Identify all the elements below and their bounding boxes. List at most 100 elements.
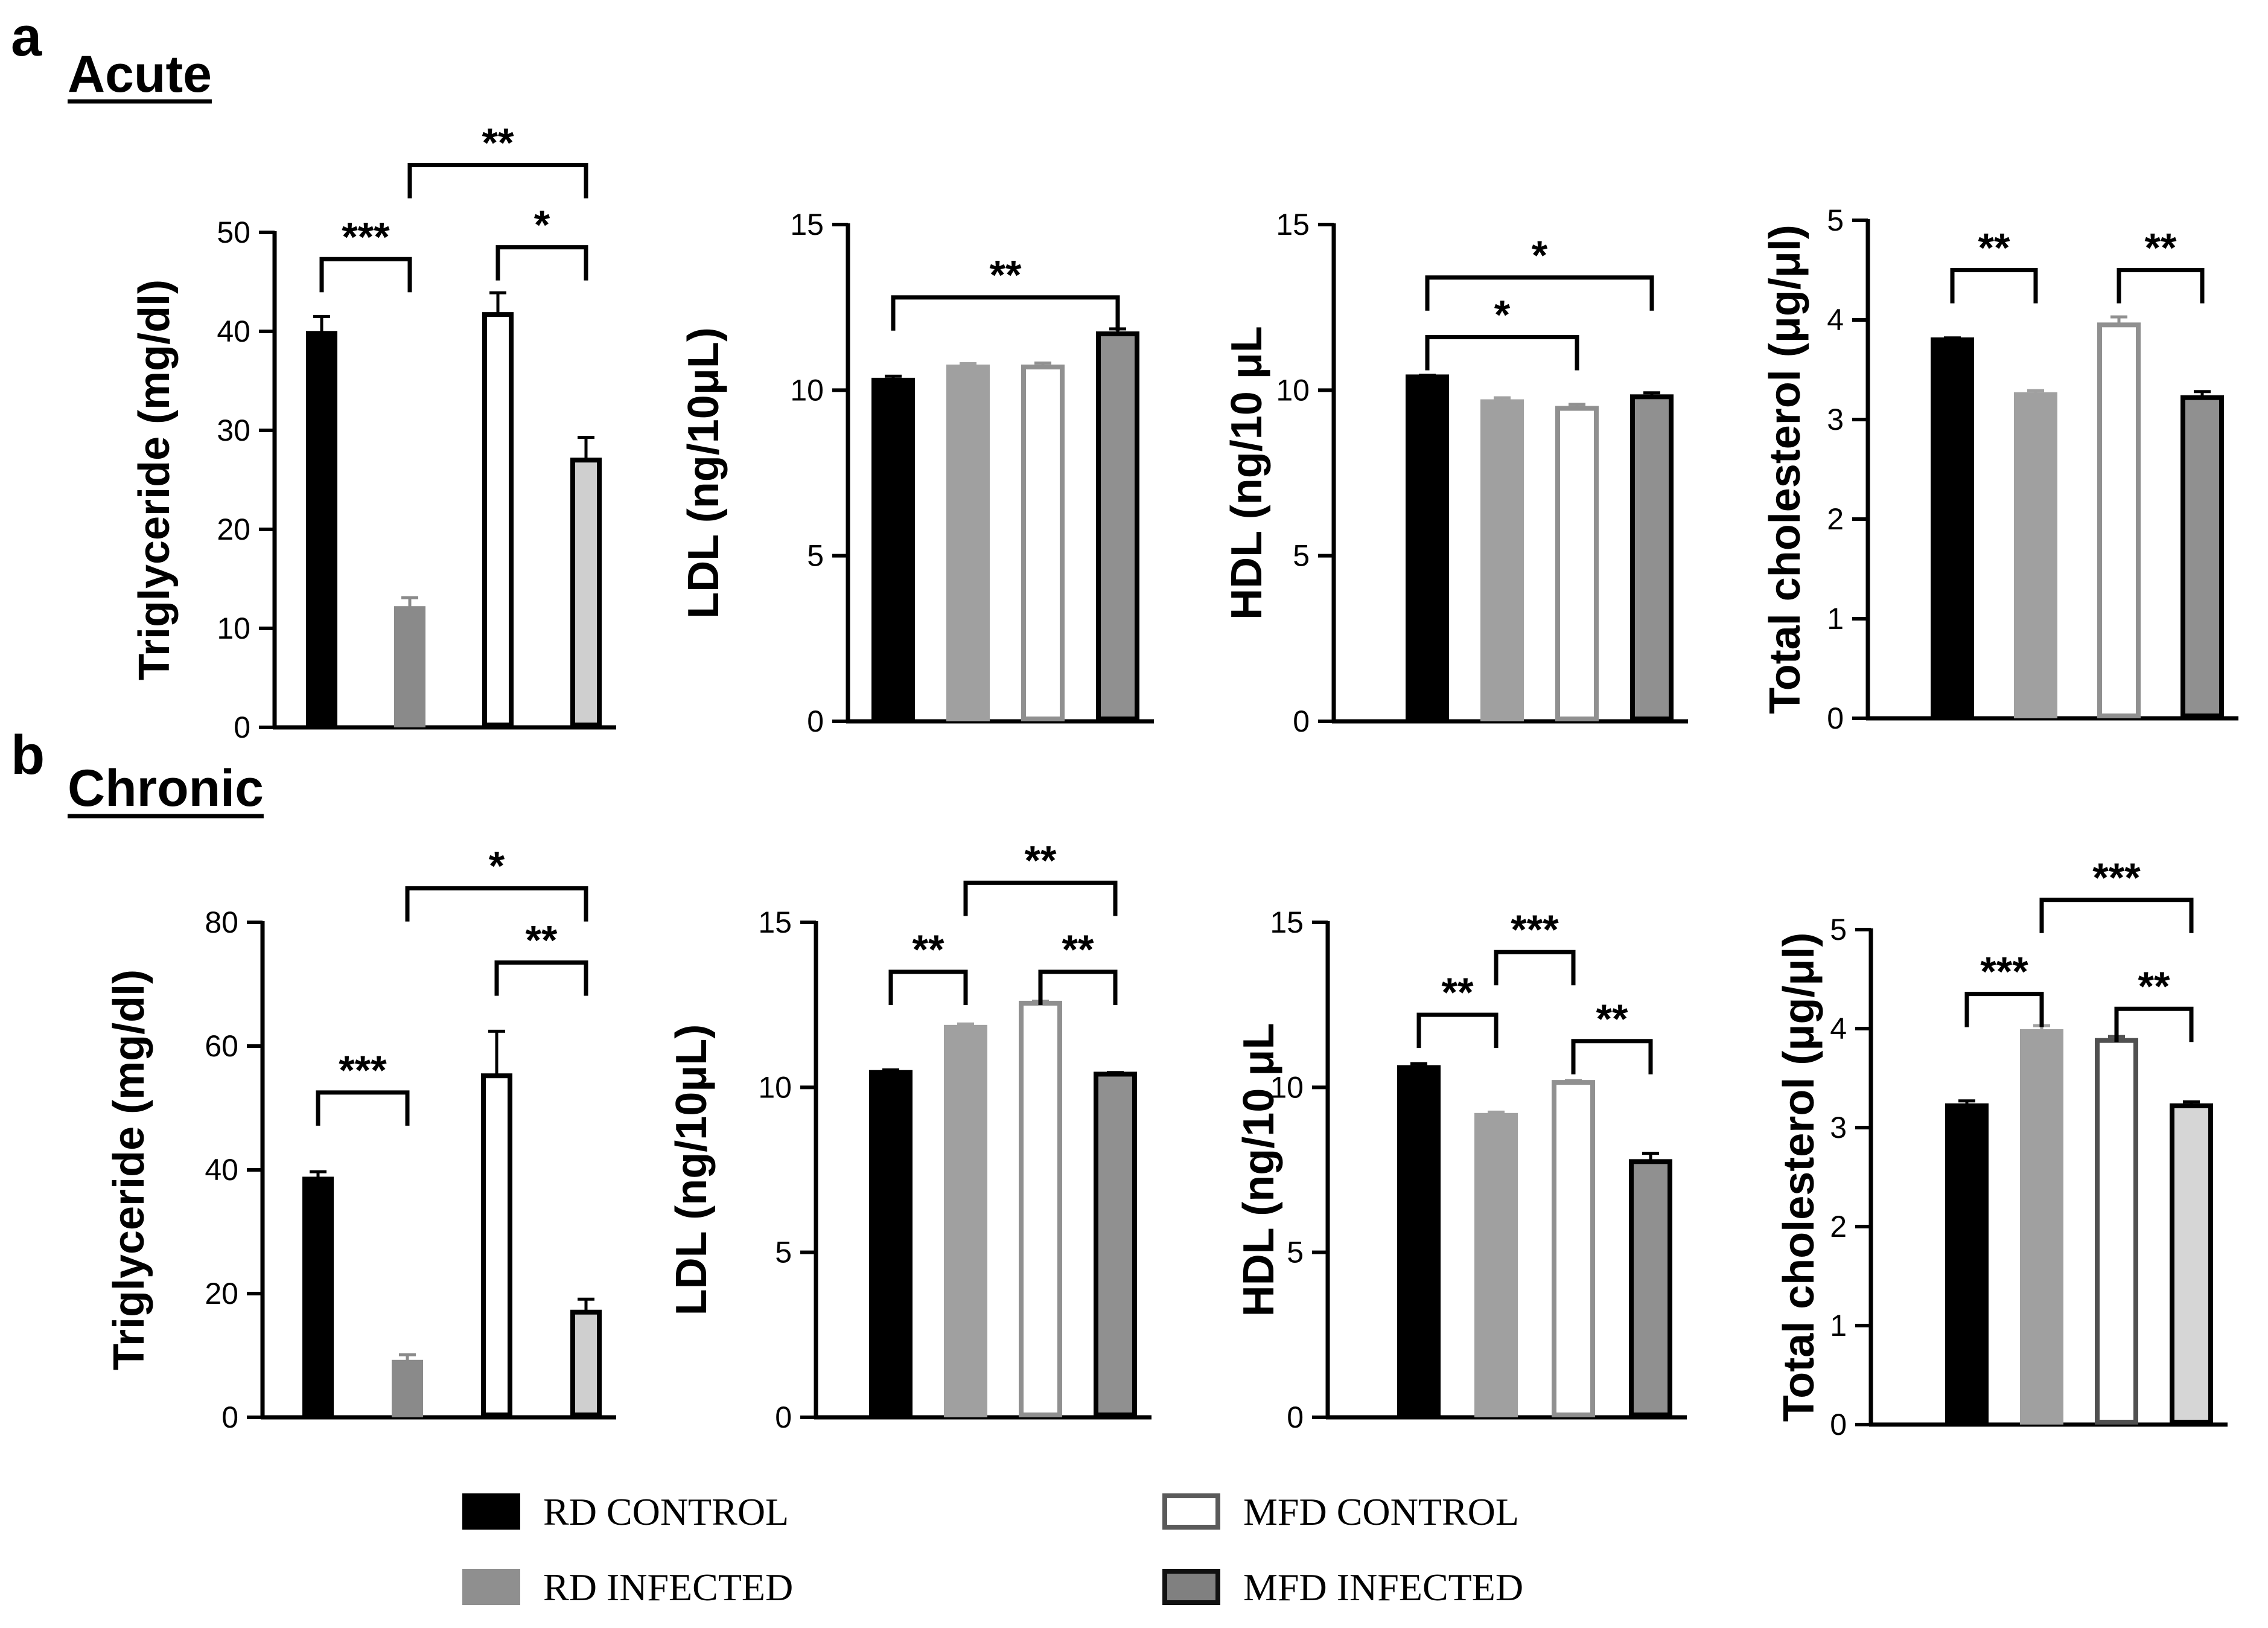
legend-item: MFD CONTROL bbox=[1162, 1490, 1519, 1533]
legend-item: RD CONTROL bbox=[462, 1490, 789, 1533]
bar bbox=[570, 458, 602, 727]
bar bbox=[570, 1309, 602, 1417]
y-axis-label: LDL (ng/10μL) bbox=[667, 1024, 716, 1316]
y-axis-label: HDL (ng/10 μL bbox=[1223, 326, 1271, 620]
y-tick-label: 10 bbox=[790, 373, 824, 407]
y-tick-label: 5 bbox=[807, 539, 824, 573]
bar bbox=[482, 312, 514, 727]
bar bbox=[302, 1176, 334, 1417]
y-tick-label: 40 bbox=[217, 314, 250, 348]
significance-label: ** bbox=[2145, 225, 2177, 271]
y-tick-label: 0 bbox=[221, 1400, 238, 1434]
significance-bracket bbox=[1416, 1012, 1499, 1049]
bar bbox=[1945, 1103, 1989, 1425]
significance-bracket bbox=[1964, 992, 2044, 1027]
y-tick-label: 0 bbox=[1293, 704, 1310, 738]
y-axis-label: LDL (ng/10μL) bbox=[680, 327, 728, 619]
significance-label: *** bbox=[339, 1047, 387, 1093]
y-tick-label: 20 bbox=[205, 1277, 238, 1310]
bar bbox=[1021, 364, 1065, 721]
significance-bracket bbox=[405, 886, 588, 922]
y-tick-label: 3 bbox=[1830, 1111, 1847, 1144]
y-tick-label: 40 bbox=[205, 1153, 238, 1187]
significance-label: *** bbox=[2092, 855, 2141, 901]
y-tick-label: 5 bbox=[1827, 203, 1844, 237]
y-tick-label: 5 bbox=[775, 1236, 792, 1269]
significance-bracket bbox=[2039, 898, 2194, 933]
chart-4: 0 1 2 3 4 5 Total cholesterol (μg/μl) ** ** bbox=[1761, 203, 2238, 735]
legend-swatch bbox=[462, 1493, 520, 1530]
significance-label: ** bbox=[1062, 927, 1094, 972]
y-tick-label: 0 bbox=[234, 710, 250, 744]
significance-label: * bbox=[1494, 292, 1511, 338]
panel-b-header: b Chronic bbox=[11, 724, 264, 819]
bar bbox=[394, 606, 425, 728]
panel-title-acute: Acute bbox=[68, 45, 212, 103]
y-tick-label: 20 bbox=[217, 512, 250, 546]
bar bbox=[1629, 1159, 1672, 1418]
y-tick-label: 30 bbox=[217, 413, 250, 447]
significance-label: ** bbox=[2138, 963, 2170, 1009]
bar bbox=[1630, 394, 1674, 721]
y-axis-label: Total cholesterol (μg/μl) bbox=[1775, 933, 1823, 1422]
y-axis-label: Triglyceride (mg/dl) bbox=[105, 969, 153, 1370]
y-tick-label: 15 bbox=[1276, 208, 1310, 241]
legend: RD CONTROL MFD CONTROL RD INFECTED MFD INFE… bbox=[462, 1490, 1523, 1609]
significance-label: ** bbox=[526, 918, 558, 963]
y-axis-label: Total cholesterol (μg/μl) bbox=[1761, 225, 1809, 714]
y-tick-label: 60 bbox=[205, 1029, 238, 1063]
y-tick-label: 5 bbox=[1830, 913, 1847, 946]
significance-bracket bbox=[407, 162, 588, 199]
bar bbox=[2014, 392, 2057, 718]
significance-label: ** bbox=[913, 927, 944, 972]
significance-label: ** bbox=[482, 120, 514, 165]
significance-bracket bbox=[891, 295, 1120, 331]
bar bbox=[1931, 337, 1974, 718]
bar bbox=[1406, 374, 1449, 721]
bar bbox=[1094, 1071, 1137, 1417]
chart-2: 0 5 10 15 LDL (ng/10μL) ** bbox=[680, 208, 1154, 738]
bar bbox=[1397, 1065, 1441, 1417]
significance-label: * bbox=[489, 843, 505, 889]
y-tick-label: 50 bbox=[217, 215, 250, 249]
significance-bracket bbox=[1494, 950, 1576, 986]
y-tick-label: 10 bbox=[758, 1070, 792, 1104]
bar bbox=[2170, 1103, 2213, 1425]
significance-bracket bbox=[494, 960, 588, 996]
legend-label: MFD INFECTED bbox=[1243, 1566, 1523, 1609]
bar bbox=[2020, 1029, 2063, 1425]
significance-label: ** bbox=[1025, 837, 1057, 883]
y-tick-label: 2 bbox=[1827, 502, 1844, 536]
y-tick-label: 3 bbox=[1827, 403, 1844, 436]
bar bbox=[1552, 1080, 1595, 1417]
y-tick-label: 10 bbox=[1270, 1070, 1304, 1104]
significance-label: *** bbox=[1980, 949, 2028, 995]
significance-bracket bbox=[888, 969, 968, 1005]
y-tick-label: 1 bbox=[1830, 1309, 1847, 1342]
y-tick-label: 4 bbox=[1827, 303, 1844, 337]
significance-bracket bbox=[1950, 268, 2038, 304]
panel-title-chronic: Chronic bbox=[68, 759, 264, 817]
significance-bracket bbox=[2117, 268, 2205, 304]
panel-letter-b: b bbox=[11, 724, 45, 786]
bar bbox=[2097, 322, 2141, 718]
chart-3: 0 5 10 15 HDL (ng/10 μL * * bbox=[1223, 208, 1688, 738]
legend-item: RD INFECTED bbox=[462, 1566, 793, 1609]
bar bbox=[1096, 331, 1139, 721]
significance-bracket bbox=[1425, 275, 1654, 311]
significance-bracket bbox=[2114, 1006, 2194, 1042]
y-tick-label: 0 bbox=[1830, 1408, 1847, 1441]
panel-a-header: a Acute bbox=[11, 6, 212, 104]
y-tick-label: 15 bbox=[790, 208, 824, 241]
y-tick-label: 10 bbox=[217, 611, 250, 645]
bar bbox=[481, 1073, 512, 1417]
y-tick-label: 0 bbox=[807, 704, 824, 738]
panel-letter-a: a bbox=[11, 6, 42, 68]
legend-swatch bbox=[1162, 1493, 1220, 1530]
legend-label: RD INFECTED bbox=[543, 1566, 793, 1609]
y-tick-label: 5 bbox=[1287, 1236, 1304, 1269]
